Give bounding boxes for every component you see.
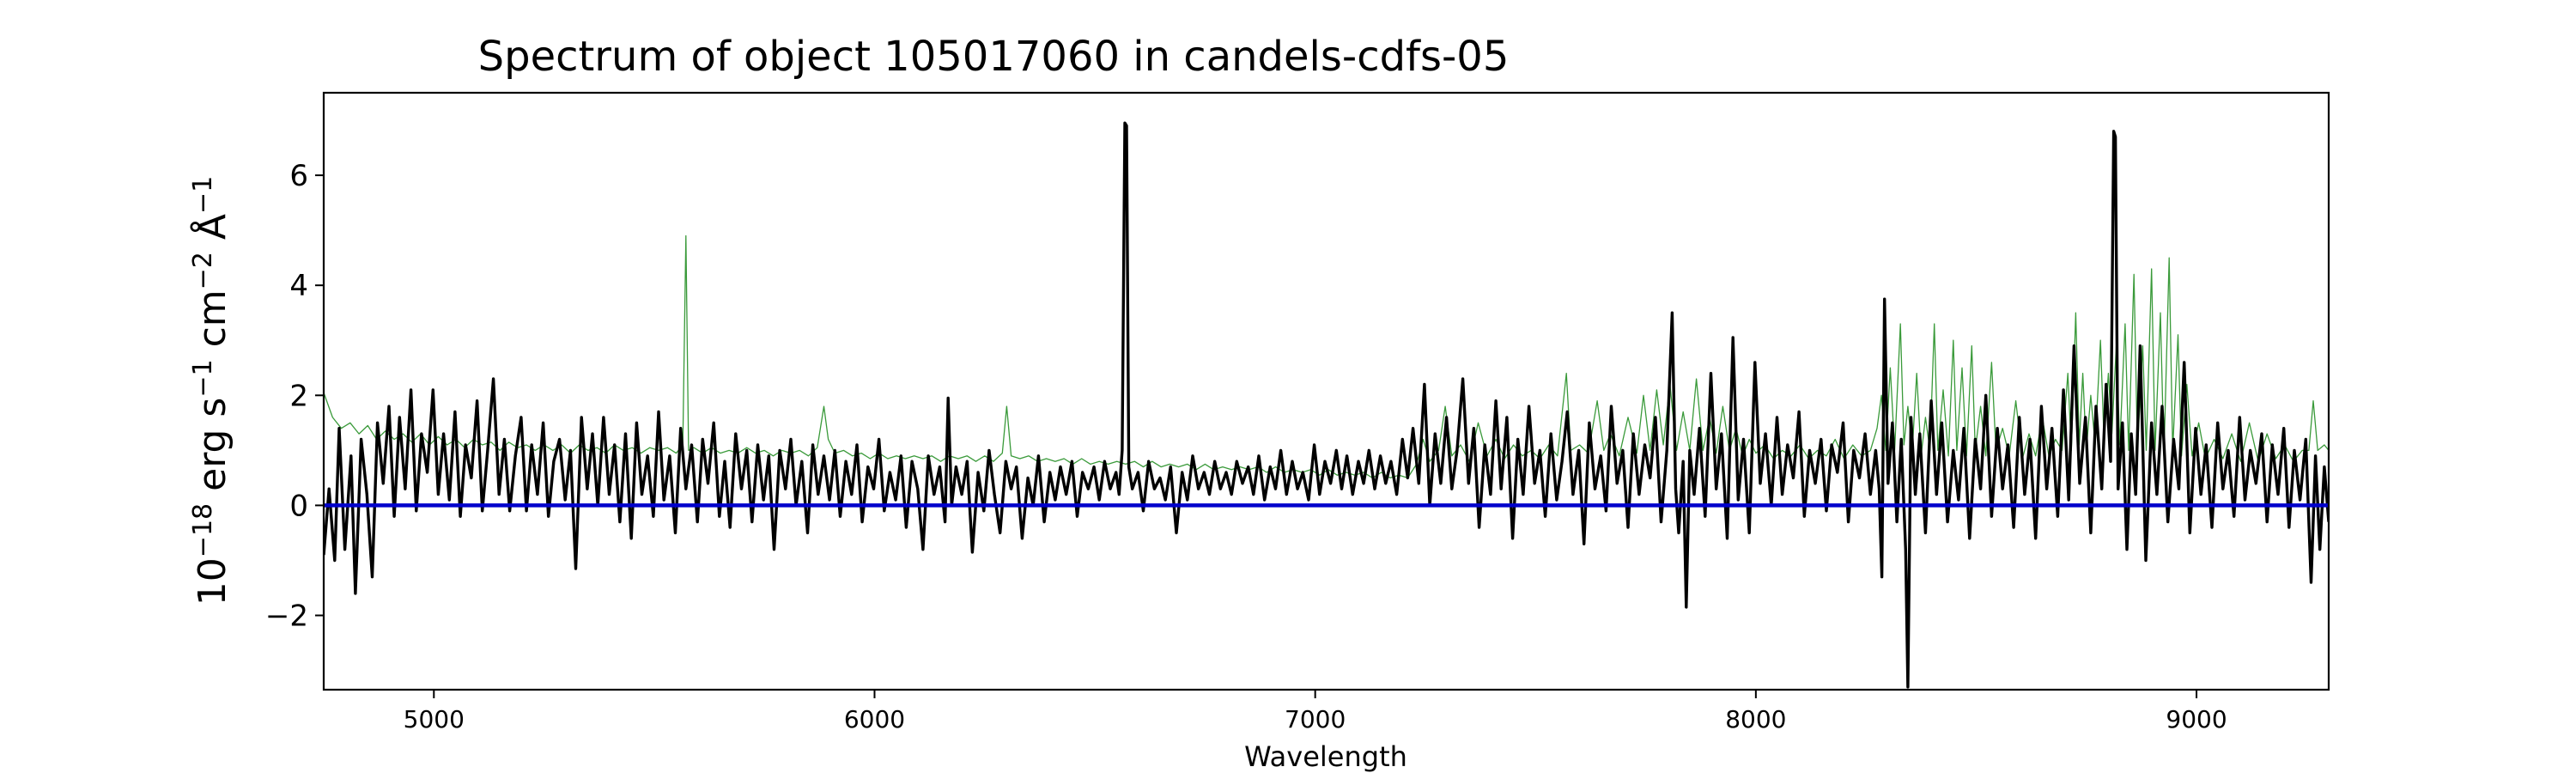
x-axis: 5000 6000 7000 8000 9000	[404, 690, 2227, 733]
y-axis-label-unit: erg s	[191, 398, 234, 491]
x-tick-label: 9000	[2166, 705, 2227, 733]
y-axis-label-unit-exponent: −1	[188, 359, 218, 397]
x-tick-label: 6000	[844, 705, 905, 733]
y-axis-label-unit: Å	[189, 214, 234, 252]
y-tick-label: −2	[265, 600, 308, 634]
y-tick-label: 2	[289, 379, 308, 413]
x-tick-label: 7000	[1285, 705, 1346, 733]
chart-title: Spectrum of object 105017060 in candels-…	[478, 33, 1510, 81]
y-axis-label-exponent: −18	[188, 503, 218, 557]
x-tick-label: 5000	[404, 705, 465, 733]
y-axis-label-unit-exponent: −1	[188, 176, 218, 214]
plot-area: 5000 6000 7000 8000 9000 −2 0 2 4 6	[265, 91, 2330, 733]
y-axis-label-base: 10	[191, 557, 234, 606]
flux-series-line	[324, 121, 2329, 689]
x-tick-label: 8000	[1725, 705, 1786, 733]
y-axis-label-unit-exponent: −2	[188, 252, 218, 289]
y-axis-label: 10−18 erg s−1 cm−2 Å−1	[177, 176, 234, 606]
y-axis-label-unit: cm	[191, 289, 234, 359]
y-tick-label: 4	[289, 269, 308, 303]
y-axis: −2 0 2 4 6	[265, 159, 324, 634]
axes-frame	[322, 91, 2330, 691]
y-tick-label: 6	[289, 159, 308, 193]
series-layer	[324, 121, 2329, 689]
x-axis-label: Wavelength	[1244, 740, 1407, 773]
y-tick-label: 0	[289, 489, 308, 523]
